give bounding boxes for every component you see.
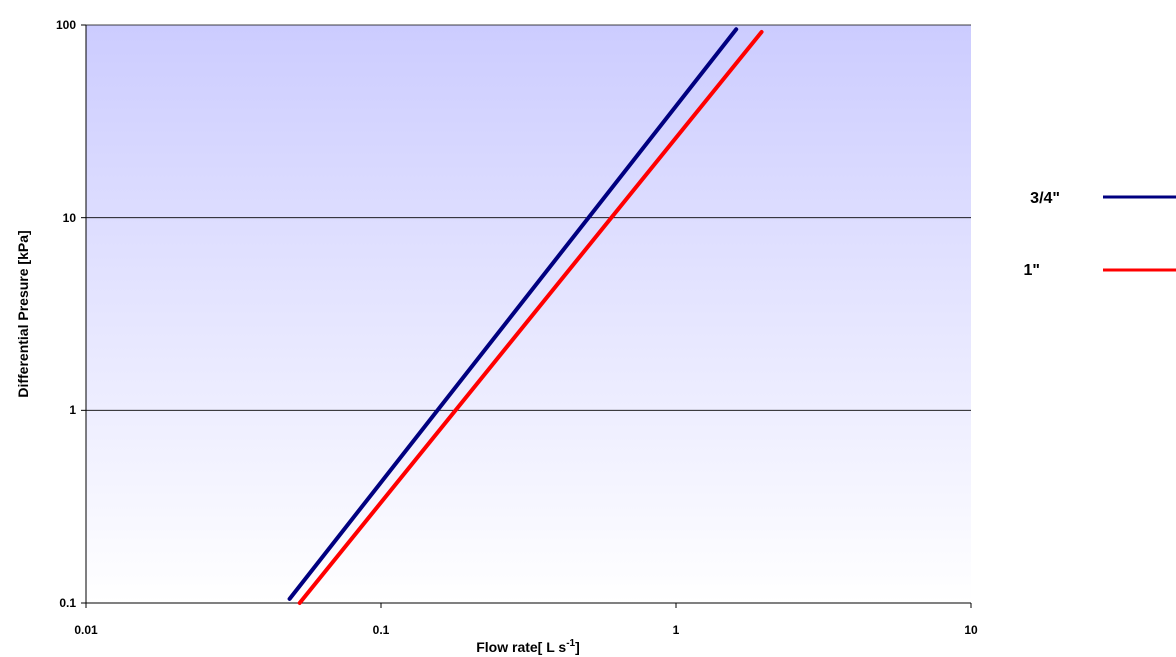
legend: 3/4" 1" [1024,190,1176,279]
x-tick-marks [85,603,972,608]
x-axis-title-main: Flow rate[ L s [476,639,566,655]
y-tick-label-0: 0.1 [59,596,76,610]
x-axis-title-end: ] [575,639,580,655]
series-line-1-inch [297,29,764,605]
x-axis-title-superscript: -1 [566,638,575,649]
x-tick-label-2: 1 [673,623,680,637]
y-axis-title: Differential Presure [kPa] [15,230,31,397]
y-tick-label-2: 10 [63,211,77,225]
plot-area [86,25,971,603]
series-line-3-4-inch [287,27,739,601]
x-tick-label-1: 0.1 [373,623,390,637]
x-axis-title: Flow rate[ L s-1] [476,638,580,655]
y-tick-label-1: 1 [69,403,76,417]
legend-label-1-inch: 1" [1024,262,1040,279]
x-tick-label-0: 0.01 [74,623,98,637]
x-tick-label-3: 10 [964,623,978,637]
y-tick-label-3: 100 [56,18,76,32]
legend-label-3-4-inch: 3/4" [1030,190,1060,207]
y-tick-marks [81,24,86,604]
